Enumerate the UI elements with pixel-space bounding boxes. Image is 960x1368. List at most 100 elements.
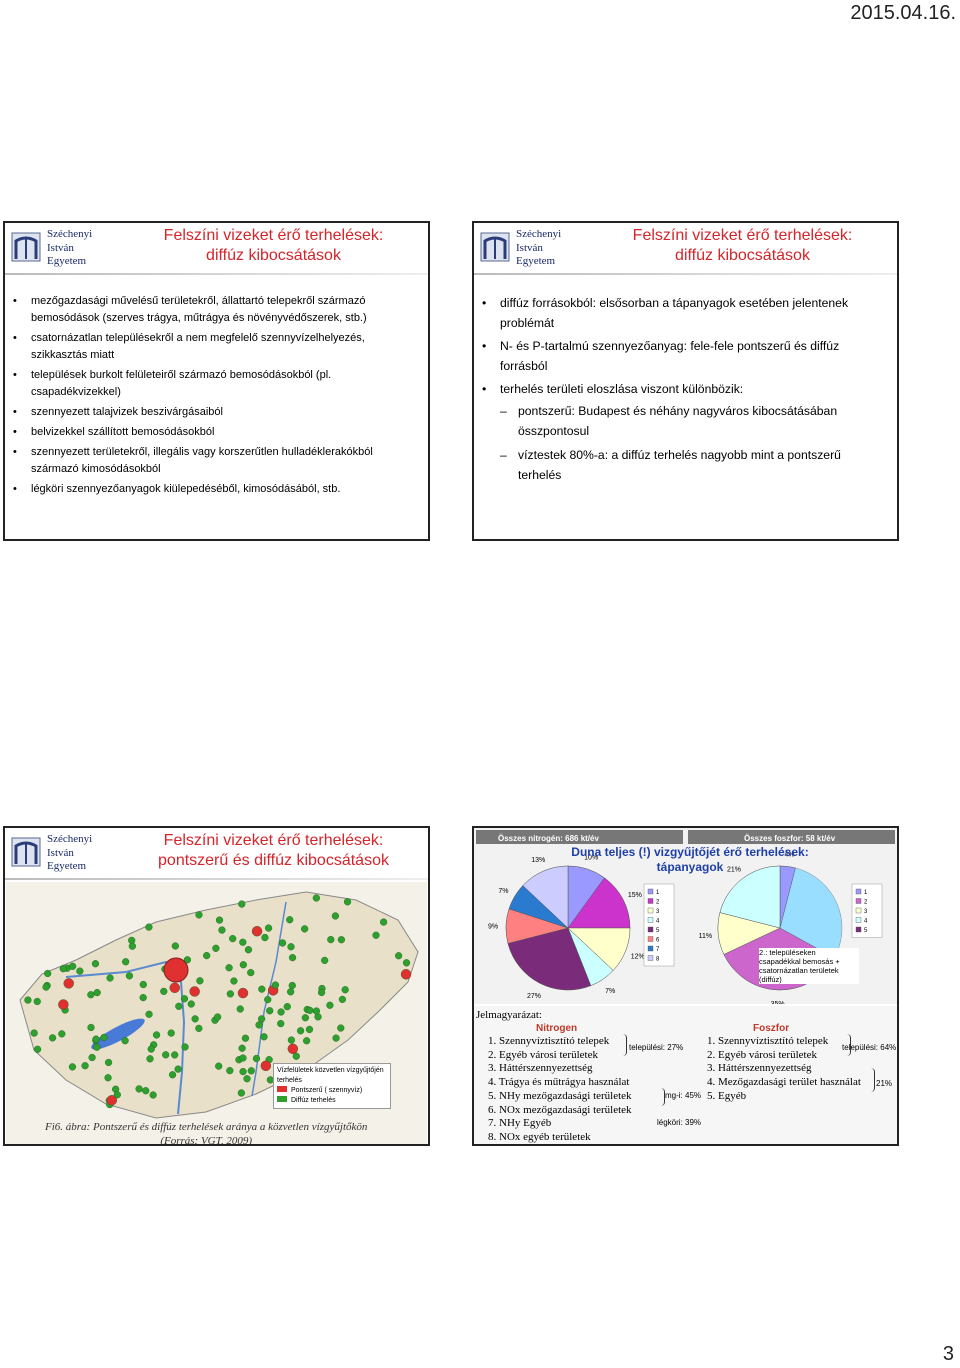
map-dot [125,972,134,980]
caption-line: (Forrás: VGT, 2009) [160,1135,253,1146]
map-dot [343,898,352,906]
group-label: települési: 27% [629,1043,684,1052]
map-dot [260,1033,268,1041]
map-legend: Vízfelületek közvetlen vízgyűjtőjén terh… [273,1063,391,1109]
header-rule [5,273,428,275]
logo-line: Egyetem [47,255,87,267]
map-dot [239,1054,247,1062]
map-dot [189,986,200,997]
map-dot [261,933,269,942]
map-dot [145,1010,153,1018]
map-dot [317,988,326,997]
legend-swatch [647,926,654,933]
slice-label: 7% [498,888,508,895]
slide: Széchenyi István Egyetem Felszíni vizeket é… [472,221,899,541]
bullet: szennyezett talajvizek beszivárgásaiból [13,404,410,421]
key-item: 3. Háttérszennyezettség [488,1062,593,1075]
bullet-text: települések burkolt felületeiről származ… [31,369,332,398]
legend-swatch [855,907,862,914]
map-dot [69,962,77,970]
map-dot [341,986,349,994]
map-dot [168,1071,177,1079]
sub-bullet: víztestek 80%-a: a diffúz terhelés nagyo… [500,445,879,485]
sub-bullet: pontszerű: Budapest és néhány nagyváros … [500,401,879,441]
map-dot [104,1058,113,1067]
legend-item: Diffúz terhelés [277,1096,387,1106]
sub-list: pontszerű: Budapest és néhány nagyváros … [500,401,879,485]
map-dot [174,1065,182,1073]
map-dot [301,925,309,933]
legend-swatch [855,917,862,923]
bullet: belvizekkel szállított bemosódásokból [13,424,410,441]
map-dot [287,943,295,951]
logo-line: Széchenyi [516,228,562,240]
map-dot [244,946,253,954]
logo: Széchenyi István Egyetem [11,832,126,876]
map-dot [278,939,287,947]
slice-label: 15% [628,892,642,899]
map-dot [230,977,238,985]
slice-label: 35% [771,1001,785,1004]
map-dot [239,938,247,946]
key-heading: Nitrogen [536,1023,578,1034]
map-dot [251,926,263,937]
legend-swatch [647,888,654,895]
map-dot [326,1001,334,1009]
bullet-text: diffúz forrásokból: elsősorban a tápanya… [500,296,849,330]
pie-slice [719,865,781,929]
map-dot [181,1043,189,1051]
bullet: települések burkolt felületeiről származ… [13,367,410,401]
legend-swatch [277,1096,287,1102]
slice-label: 12% [631,954,645,961]
map-dot [196,977,204,985]
slide-title: Felszíni vizeket érő terhelések: pontszer… [125,831,422,871]
bullet-text: N- és P-tartalmú szennyezőanyag: fele-fe… [500,339,840,373]
map-dot [243,1075,251,1083]
map-dot [312,1007,321,1015]
logo-icon [11,232,41,262]
bullet: csatornázatlan településekről a nem megf… [13,330,410,364]
map-dot [287,1036,296,1044]
slice-label: 11% [699,933,713,940]
legend-swatch [855,888,862,895]
map-dot [321,956,329,964]
logo-line: Egyetem [47,860,87,872]
map-dot [139,994,147,1002]
map-dot [214,1013,222,1021]
map-dot [59,965,67,973]
pie-slice [567,877,631,929]
legend-text: 3 [656,909,660,915]
key-item: 1. Szennyvíztisztító telepek [488,1035,610,1047]
legend-text: 5 [656,928,660,934]
map-dot [145,923,153,931]
map-dot [160,987,168,995]
map-dot [167,1029,175,1037]
legend-swatch [277,1086,287,1092]
map-dot [191,1015,199,1023]
map-dot [104,1074,112,1082]
key-item: 3. Háttérszennyezettség [707,1062,812,1075]
bullet: szennyezett területekről, illegális vagy… [13,444,410,478]
title-line: diffúz kibocsátások [206,247,341,264]
map-dot [146,1055,154,1063]
map-dot [236,1005,244,1013]
map-dot [380,918,388,926]
key-heading: Foszfor [753,1023,790,1034]
key-item: 1. Szennyvíztisztító telepek [707,1035,829,1047]
bullet: mezőgazdasági művelésű területekről, áll… [13,293,410,327]
map-dot [100,1033,108,1042]
logo-text: Széchenyi István Egyetem [516,228,561,269]
map-dot [247,969,255,977]
bullet: terhelés területi eloszlása viszont külö… [482,379,879,485]
map-dot [402,959,411,967]
map-dot [121,1037,129,1045]
map-dot [247,1067,255,1075]
map-dot [303,1037,311,1045]
logo-text: Széchenyi István Egyetem [47,833,92,874]
bullet-text: csatornázatlan településekről a nem megf… [31,332,365,361]
logo-icon [480,232,510,262]
map-dot [277,1008,285,1016]
bullet: diffúz forrásokból: elsősorban a tápanya… [482,293,879,333]
legend-text: 3 [864,909,868,915]
map-dot [195,1024,203,1032]
